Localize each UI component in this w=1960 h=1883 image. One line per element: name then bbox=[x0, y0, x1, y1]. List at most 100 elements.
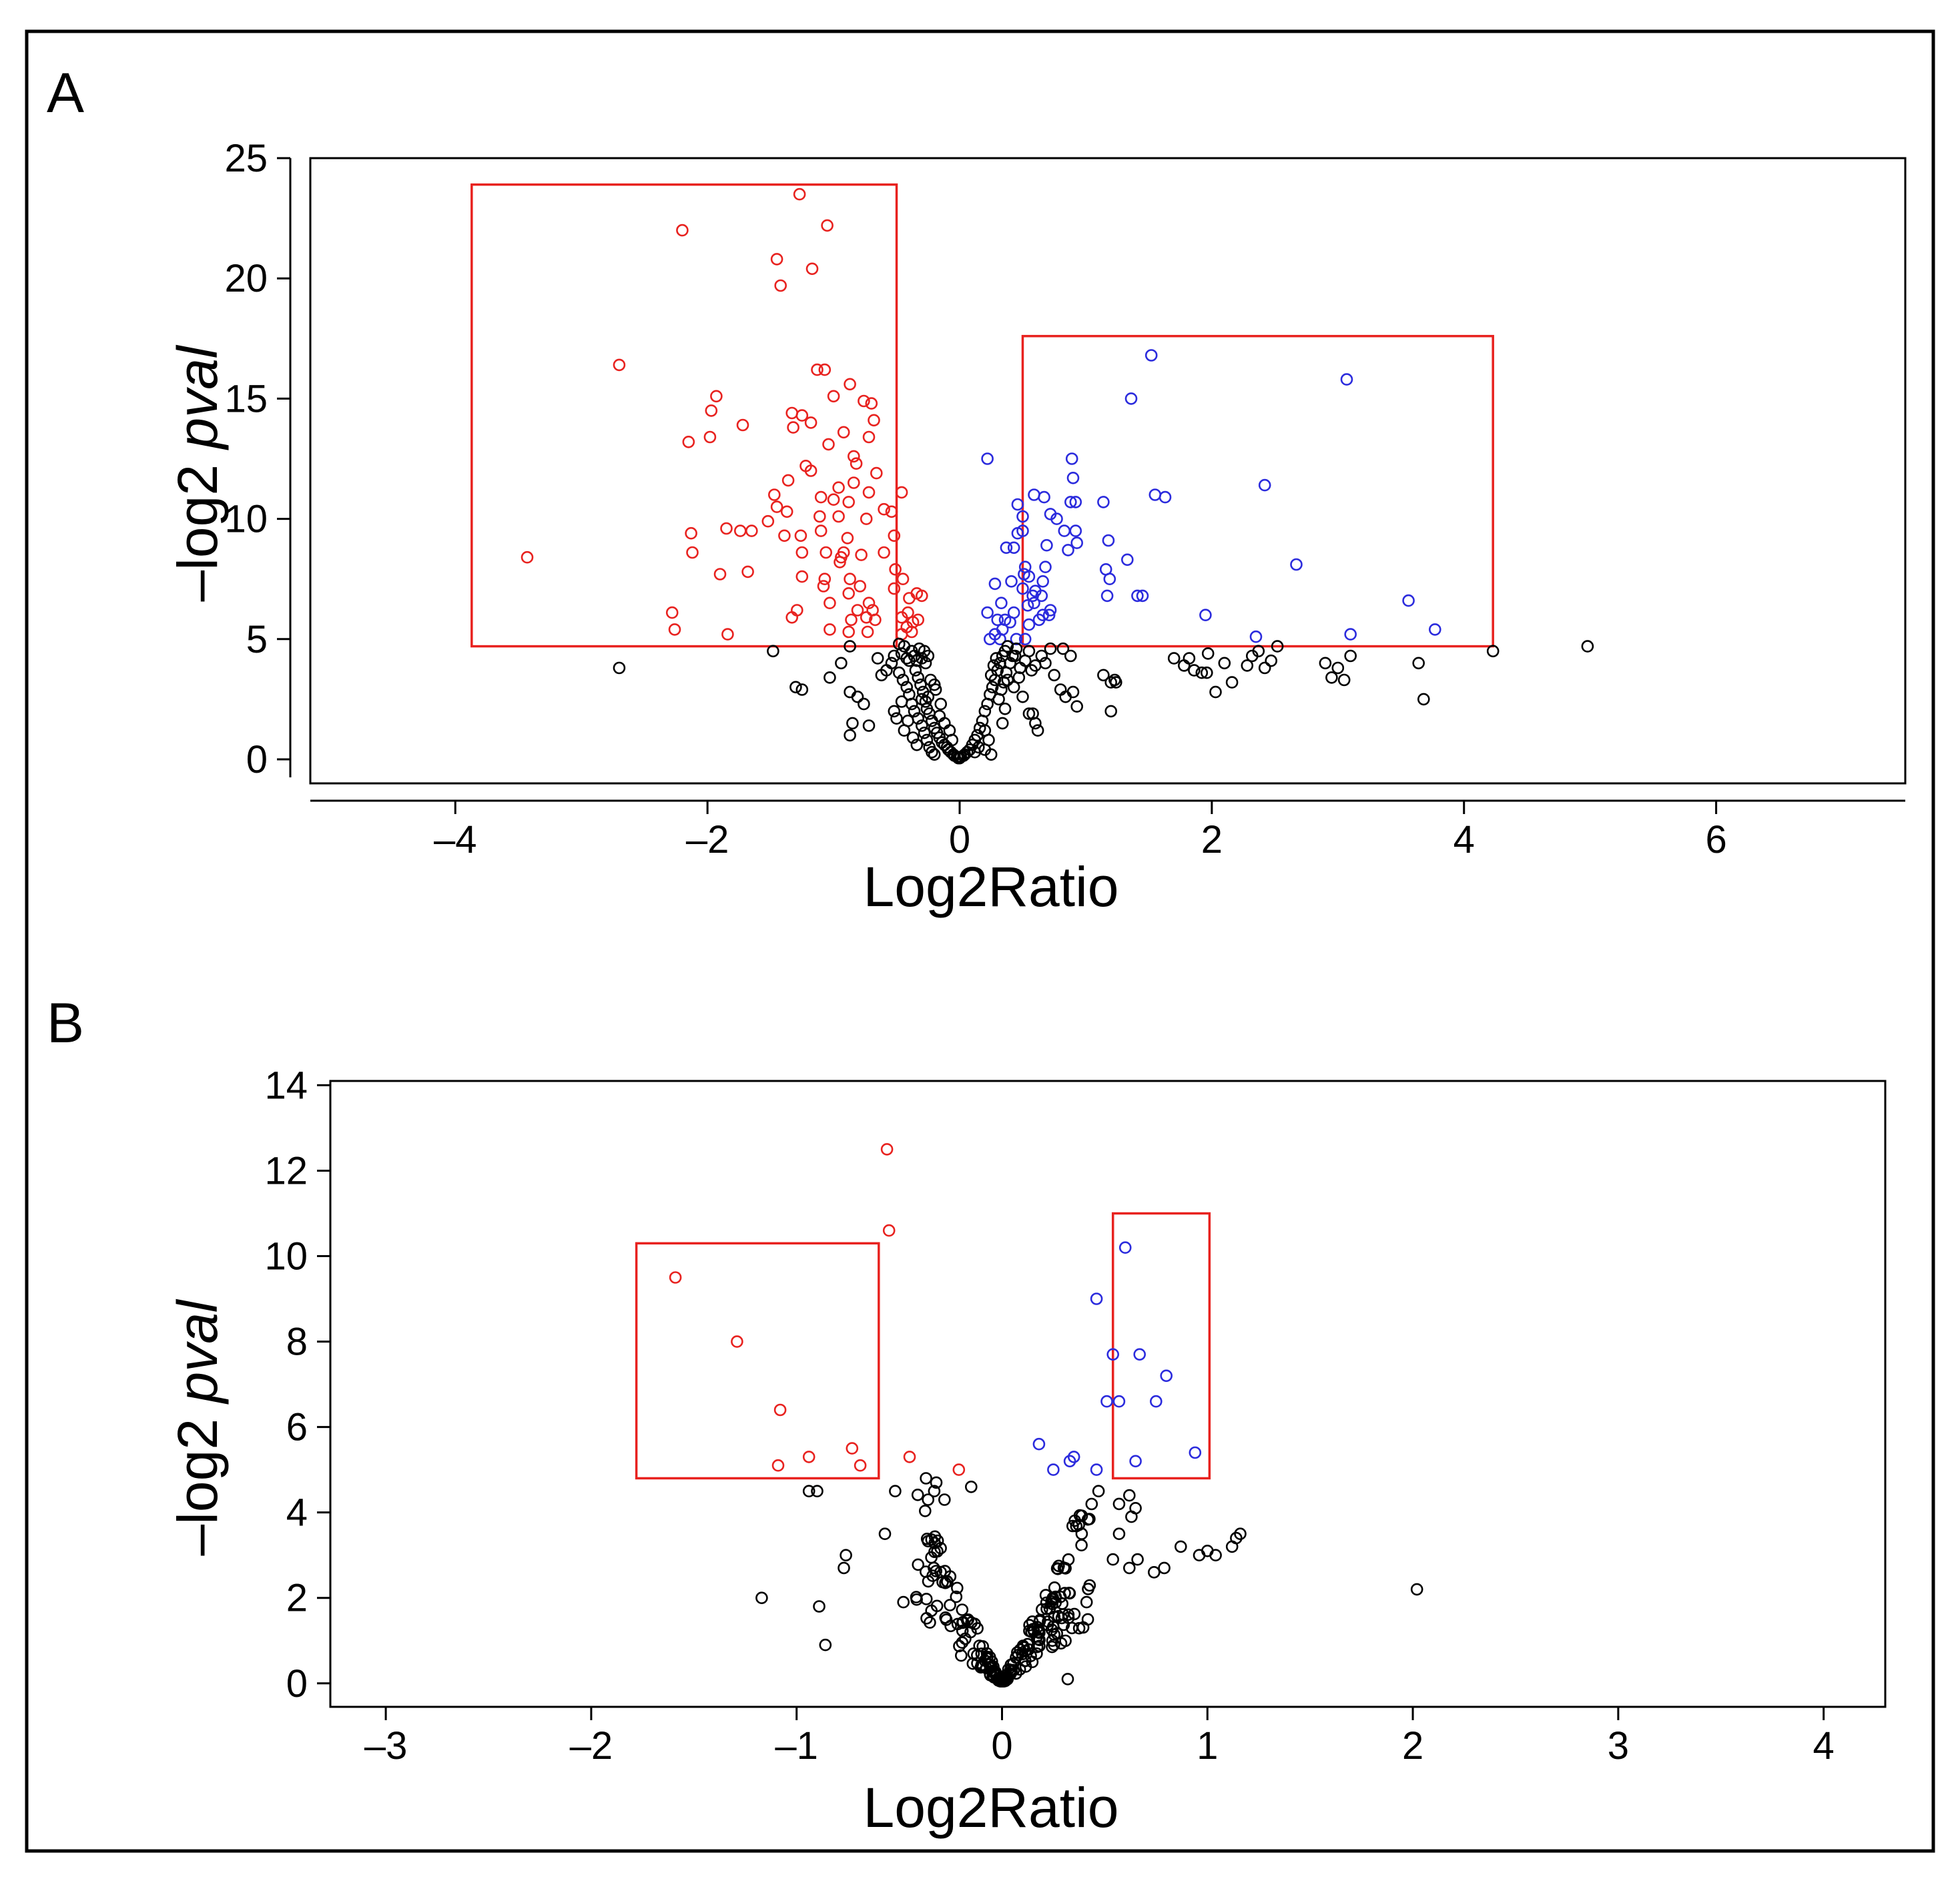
data-point-down-regulated bbox=[827, 493, 840, 506]
panel-b-selection-box-1 bbox=[635, 1242, 880, 1480]
data-point-not-significant bbox=[838, 1561, 850, 1575]
data-point-up-regulated bbox=[1159, 490, 1172, 504]
data-point-not-significant bbox=[956, 1636, 969, 1649]
panel-a-x-tick-label: 2 bbox=[1201, 818, 1223, 861]
data-point-not-significant bbox=[1412, 657, 1425, 670]
data-point-down-regulated bbox=[818, 573, 832, 586]
data-point-not-significant bbox=[1106, 1553, 1119, 1566]
data-point-down-regulated bbox=[741, 565, 754, 579]
data-point-not-significant bbox=[1097, 669, 1110, 682]
panel-b-y-tick-label: 6 bbox=[286, 1406, 308, 1449]
data-point-not-significant bbox=[990, 652, 1003, 665]
data-point-not-significant bbox=[1058, 1587, 1071, 1599]
data-point-not-significant bbox=[890, 712, 903, 725]
data-point-not-significant bbox=[933, 709, 946, 723]
data-point-down-regulated bbox=[710, 390, 723, 403]
data-point-down-regulated bbox=[814, 490, 828, 504]
data-point-not-significant bbox=[1209, 685, 1222, 699]
data-point-up-regulated bbox=[1102, 534, 1115, 547]
panel-b-x-ticks: –3 –2 –1 0 1 2 3 4 bbox=[364, 1707, 1835, 1768]
data-point-not-significant bbox=[1081, 1613, 1094, 1626]
data-point-not-significant bbox=[930, 1599, 944, 1613]
data-point-down-regulated bbox=[665, 606, 679, 619]
data-point-not-significant bbox=[928, 1537, 941, 1549]
data-point-not-significant bbox=[998, 1675, 1011, 1687]
data-point-down-regulated bbox=[787, 421, 799, 434]
data-point-not-significant bbox=[931, 1534, 944, 1547]
data-point-down-regulated bbox=[896, 573, 910, 586]
panel-b-x-tick-label: –2 bbox=[570, 1724, 613, 1768]
data-point-not-significant bbox=[965, 1616, 978, 1629]
data-point-up-regulated bbox=[1131, 589, 1144, 603]
data-point-up-regulated bbox=[1106, 1348, 1119, 1361]
data-point-down-regulated bbox=[865, 397, 878, 410]
data-point-not-significant bbox=[900, 681, 913, 694]
data-point-not-significant bbox=[951, 1581, 964, 1595]
data-point-not-significant bbox=[919, 657, 932, 670]
data-point-up-regulated bbox=[1011, 498, 1024, 511]
data-point-down-regulated bbox=[785, 611, 798, 624]
data-point-not-significant bbox=[819, 1638, 832, 1651]
data-point-up-regulated bbox=[1039, 560, 1052, 574]
data-point-down-regulated bbox=[818, 363, 832, 376]
panel-a-y-tick-label: 10 bbox=[224, 498, 268, 541]
data-point-not-significant bbox=[851, 691, 864, 703]
data-point-down-regulated bbox=[882, 1224, 896, 1237]
data-point-up-regulated bbox=[1047, 1463, 1060, 1476]
data-point-not-significant bbox=[1008, 649, 1022, 663]
panel-a-y-axis-title-prefix: –log2 bbox=[166, 449, 229, 602]
data-point-not-significant bbox=[795, 683, 809, 696]
data-point-down-regulated bbox=[827, 390, 840, 403]
data-point-not-significant bbox=[895, 695, 908, 708]
data-point-up-regulated bbox=[1069, 496, 1082, 508]
data-point-up-regulated bbox=[1007, 541, 1020, 554]
panel-a-label: A bbox=[47, 61, 84, 124]
data-point-down-regulated bbox=[824, 597, 836, 610]
data-point-not-significant bbox=[1061, 1673, 1074, 1685]
data-point-down-regulated bbox=[888, 529, 901, 542]
data-point-not-significant bbox=[1337, 673, 1351, 687]
data-point-not-significant bbox=[929, 683, 942, 696]
data-point-not-significant bbox=[862, 719, 876, 732]
data-point-down-regulated bbox=[862, 597, 876, 610]
data-point-not-significant bbox=[916, 719, 928, 732]
data-point-not-significant bbox=[858, 697, 870, 711]
data-point-not-significant bbox=[1001, 640, 1014, 653]
data-point-not-significant bbox=[950, 1590, 963, 1603]
data-point-down-regulated bbox=[837, 426, 850, 439]
data-point-up-regulated bbox=[1032, 613, 1046, 627]
data-point-not-significant bbox=[1007, 681, 1020, 694]
data-point-not-significant bbox=[1048, 669, 1060, 682]
data-point-down-regulated bbox=[844, 378, 856, 391]
panel-a: A 0 5 10 15 20 25 –4 –2 0 2 4 6 Log2Ratio –log2 pv… bbox=[47, 61, 1907, 918]
data-point-not-significant bbox=[1112, 1527, 1126, 1540]
data-point-not-significant bbox=[998, 703, 1012, 715]
data-point-up-regulated bbox=[1021, 599, 1034, 612]
data-point-up-regulated bbox=[1402, 594, 1415, 607]
data-point-not-significant bbox=[1030, 1647, 1043, 1660]
data-point-not-significant bbox=[928, 748, 941, 761]
data-point-down-regulated bbox=[878, 546, 890, 559]
data-point-not-significant bbox=[1048, 1581, 1061, 1594]
data-point-not-significant bbox=[1218, 657, 1231, 670]
data-point-not-significant bbox=[1201, 666, 1213, 679]
data-point-down-regulated bbox=[885, 505, 898, 518]
data-point-down-regulated bbox=[820, 546, 832, 559]
data-point-down-regulated bbox=[669, 1271, 682, 1284]
data-point-not-significant bbox=[888, 705, 901, 718]
data-point-up-regulated bbox=[1063, 1455, 1076, 1468]
data-point-down-regulated bbox=[854, 580, 866, 593]
data-point-up-regulated bbox=[1124, 392, 1138, 405]
data-point-down-regulated bbox=[860, 611, 873, 624]
data-point-down-regulated bbox=[880, 1143, 894, 1156]
data-point-down-regulated bbox=[811, 363, 824, 376]
data-point-not-significant bbox=[1022, 645, 1036, 658]
data-point-not-significant bbox=[1188, 664, 1201, 677]
data-point-not-significant bbox=[1092, 1485, 1105, 1497]
data-point-up-regulated bbox=[1249, 630, 1263, 643]
panel-b-x-axis-title: Log2Ratio bbox=[864, 1776, 1119, 1839]
data-point-not-significant bbox=[930, 1476, 943, 1489]
data-point-up-regulated bbox=[1016, 582, 1029, 595]
data-point-not-significant bbox=[916, 693, 928, 706]
data-point-not-significant bbox=[912, 671, 924, 684]
